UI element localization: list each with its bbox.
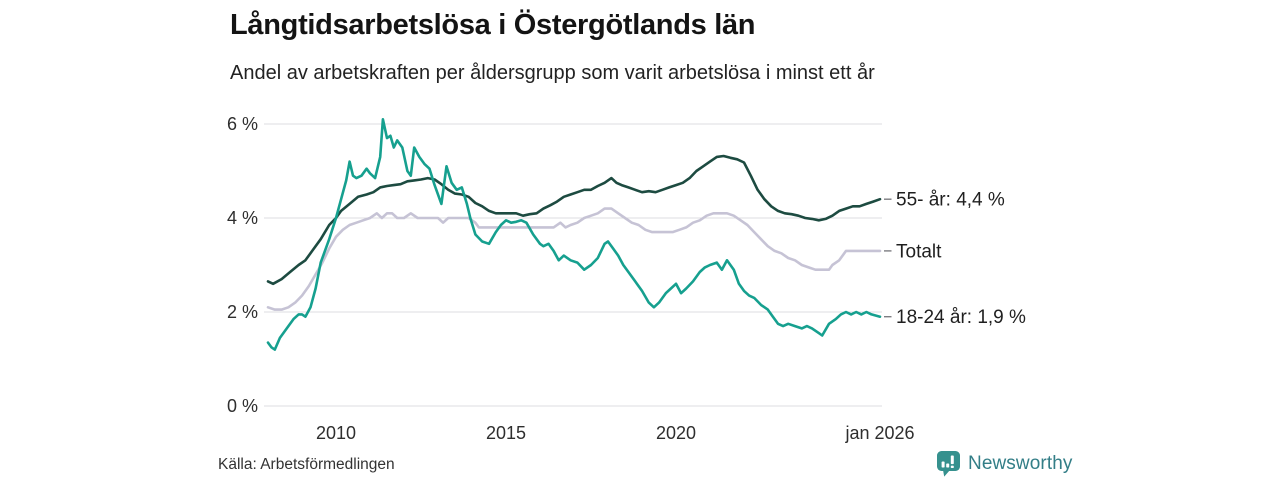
page-title: Långtidsarbetslösa i Östergötlands län bbox=[230, 9, 756, 41]
series-end-label: 18-24 år: 1,9 % bbox=[896, 307, 1026, 328]
y-tick-label: 2 % bbox=[227, 302, 258, 322]
y-tick-label: 6 % bbox=[227, 114, 258, 134]
series-end-label: Totalt bbox=[896, 241, 942, 262]
x-tick-label: jan 2026 bbox=[844, 423, 914, 443]
chart-subtitle: Andel av arbetskraften per åldersgrupp s… bbox=[230, 62, 875, 84]
series-line-18-24-r bbox=[266, 118, 882, 351]
source-note: Källa: Arbetsförmedlingen bbox=[218, 456, 395, 473]
series-end-label: 55- år: 4,4 % bbox=[896, 190, 1005, 211]
series-line-totalt bbox=[266, 207, 882, 311]
newsworthy-logo[interactable]: Newsworthy bbox=[936, 450, 1072, 477]
newsworthy-bubble-chart-icon bbox=[937, 451, 960, 477]
y-tick-label: 4 % bbox=[227, 208, 258, 228]
newsworthy-wordmark: Newsworthy bbox=[968, 452, 1073, 474]
x-tick-label: 2010 bbox=[316, 423, 356, 443]
x-tick-label: 2015 bbox=[486, 423, 526, 443]
y-tick-label: 0 % bbox=[227, 396, 258, 416]
x-tick-label: 2020 bbox=[656, 423, 696, 443]
series-line-55-r bbox=[266, 154, 882, 286]
